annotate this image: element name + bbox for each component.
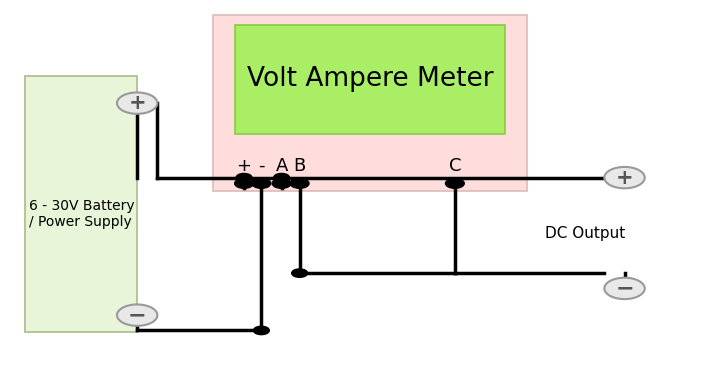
Bar [25, 76, 137, 332]
Circle shape [445, 178, 464, 188]
Text: Volt Ampere Meter: Volt Ampere Meter [247, 66, 493, 92]
Bar [213, 15, 527, 191]
Circle shape [604, 278, 645, 299]
Circle shape [117, 304, 157, 326]
Bar [235, 25, 505, 134]
Circle shape [292, 269, 308, 277]
Circle shape [236, 173, 252, 182]
Text: B: B [294, 157, 305, 175]
Text: C: C [448, 157, 461, 175]
Circle shape [117, 92, 157, 114]
Circle shape [604, 167, 645, 188]
Text: +: + [129, 93, 146, 113]
Text: +: + [616, 168, 633, 188]
Text: +: + [237, 157, 251, 175]
Circle shape [252, 178, 271, 188]
Circle shape [253, 326, 269, 335]
Text: A: A [275, 157, 288, 175]
Circle shape [290, 178, 309, 188]
Text: 6 - 30V Battery
/ Power Supply: 6 - 30V Battery / Power Supply [29, 199, 134, 229]
Text: −: − [615, 278, 634, 298]
Text: −: − [128, 305, 147, 325]
Circle shape [274, 173, 290, 182]
Circle shape [235, 178, 253, 188]
Text: DC Output: DC Output [545, 225, 625, 241]
Text: -: - [258, 157, 265, 175]
Circle shape [272, 178, 291, 188]
